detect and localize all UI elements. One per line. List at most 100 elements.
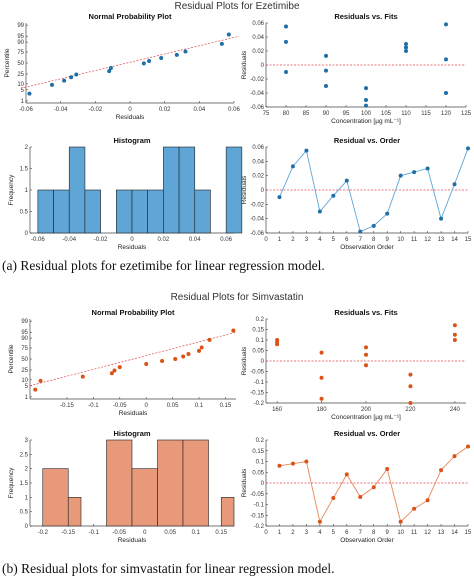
histogram-bar — [225, 146, 243, 234]
data-point — [364, 103, 368, 108]
y-tick-label: 0.5 — [20, 210, 29, 216]
data-point — [109, 371, 114, 376]
histogram-bar — [53, 189, 70, 234]
data-point — [80, 374, 85, 379]
data-point — [197, 348, 202, 353]
data-point — [412, 170, 417, 175]
y-tick-label: -0.1 — [254, 503, 265, 509]
data-point — [174, 52, 179, 57]
x-tick-label: 0.05 — [167, 403, 179, 409]
y-tick-label: 2.5 — [20, 452, 29, 458]
data-point — [207, 337, 212, 342]
x-tick-label: 0.1 — [195, 403, 204, 409]
data-point — [444, 57, 448, 62]
y-tick-label: 1 — [25, 495, 29, 501]
y-tick-label: 1 — [25, 395, 29, 401]
ez-rvf-panel: Residuals vs. Fits 75 80 85 90 95 100 105 110 115… — [241, 12, 472, 125]
data-point — [160, 359, 165, 364]
y-axis-label: Frequency — [8, 174, 15, 205]
y-tick-label: 0.2 — [256, 317, 265, 323]
x-tick-label: 1 — [278, 237, 282, 243]
x-tick-label: -0.02 — [88, 107, 102, 113]
data-point — [408, 372, 413, 377]
x-tick-label: 3 — [305, 530, 309, 536]
x-tick-label: 10 — [397, 530, 404, 536]
data-point — [159, 56, 164, 61]
histogram-bar — [157, 439, 184, 527]
y-tick-label: 0.06 — [252, 21, 264, 27]
data-point — [452, 454, 457, 459]
data-point — [219, 41, 224, 46]
ez-hist-panel: Histogram -0.06 -0.04 -0.02 0 0.02 0.04 0.06 0 0.… — [8, 136, 243, 251]
y-tick-label: 0.04 — [252, 35, 264, 41]
y-tick-label: 25 — [17, 72, 24, 78]
y-tick-label: 5 — [25, 384, 29, 390]
y-tick-label: -0.06 — [250, 105, 264, 111]
data-point — [358, 494, 363, 499]
data-point — [319, 396, 324, 401]
x-tick-label: 12 — [424, 530, 431, 536]
y-tick-label: 99 — [21, 319, 28, 325]
x-axis-label: Observation Order — [340, 537, 394, 544]
data-point — [452, 182, 457, 187]
data-point — [466, 146, 470, 151]
data-point — [319, 375, 324, 380]
y-tick-label: 0.1 — [256, 460, 265, 466]
data-point — [425, 498, 430, 503]
x-tick-label: -0.15 — [60, 403, 74, 409]
x-tick-label: 6 — [345, 237, 349, 243]
data-point — [284, 70, 288, 74]
data-point — [404, 49, 408, 53]
x-tick-label: 90 — [323, 111, 330, 117]
y-tick-label: -0.05 — [250, 492, 264, 498]
x-tick-label: 0.06 — [220, 237, 232, 243]
y-tick-label: 0.1 — [256, 338, 265, 344]
data-point — [147, 58, 152, 63]
data-point — [408, 384, 413, 389]
x-tick-label: 200 — [361, 407, 372, 413]
y-tick-label: -0.15 — [250, 391, 264, 397]
y-tick-label: 0 — [25, 524, 29, 530]
x-tick-label: 0.05 — [164, 530, 176, 536]
data-point — [231, 328, 236, 333]
x-tick-label: 13 — [438, 237, 445, 243]
histogram-bar — [131, 468, 158, 527]
data-point — [226, 32, 231, 37]
data-point — [74, 72, 79, 77]
y-tick-label: 0 — [25, 231, 29, 237]
x-tick-label: -0.05 — [113, 403, 127, 409]
data-point — [385, 467, 390, 472]
x-tick-label: 0.02 — [158, 237, 170, 243]
y-tick-label: 1.5 — [20, 481, 29, 487]
data-point — [385, 211, 390, 216]
y-axis-label: Residuals — [241, 468, 248, 497]
y-tick-label: -0.04 — [250, 217, 264, 223]
data-point — [425, 166, 430, 171]
x-tick-label: 0.04 — [189, 237, 201, 243]
panel-title: Histogram — [113, 429, 150, 438]
panel-title: Histogram — [113, 136, 150, 145]
y-tick-label: -0.2 — [254, 401, 265, 407]
x-tick-label: 95 — [343, 111, 350, 117]
y-tick-label: 0.02 — [252, 49, 264, 55]
x-tick-label: 9 — [386, 237, 390, 243]
data-point — [444, 22, 448, 27]
data-point — [364, 86, 368, 91]
x-tick-label: 115 — [421, 111, 431, 117]
data-point — [284, 24, 288, 29]
residual-line — [279, 446, 469, 523]
x-tick-label: 0.04 — [193, 107, 205, 113]
y-tick-label: 0 — [261, 359, 265, 365]
x-tick-label: 85 — [303, 111, 310, 117]
y-tick-label: 10 — [17, 82, 24, 88]
data-point — [275, 340, 280, 345]
data-point — [304, 459, 309, 464]
x-tick-label: 11 — [411, 237, 418, 243]
y-tick-label: 0.15 — [252, 449, 264, 455]
x-tick-label: 120 — [441, 111, 452, 117]
y-tick-label: -0.15 — [250, 513, 264, 519]
data-point — [412, 506, 417, 511]
x-tick-label: 0.06 — [228, 107, 240, 113]
x-tick-label: 80 — [283, 111, 290, 117]
x-tick-label: 7 — [359, 530, 363, 536]
